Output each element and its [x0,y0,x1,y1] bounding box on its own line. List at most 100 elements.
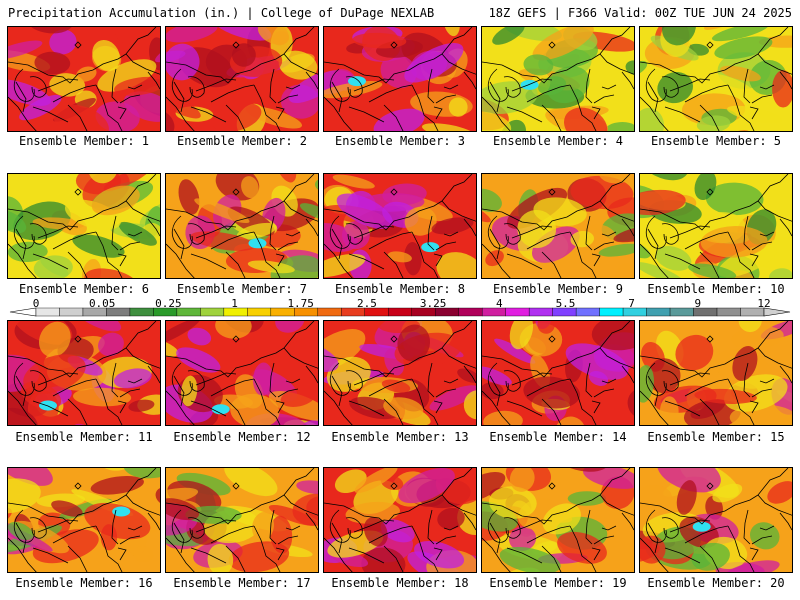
run-valid-time: 18Z GEFS | F366 Valid: 00Z TUE JUN 24 20… [488,6,792,20]
map-outlines [8,468,160,572]
precip-field [8,174,160,278]
ensemble-member-map [481,467,635,573]
precip-field [640,321,792,425]
precip-field [482,174,634,278]
ensemble-member-map [165,26,319,132]
ensemble-member-label: Ensemble Member: 19 [489,576,627,590]
map-title: Precipitation Accumulation (in.) | Colle… [8,6,435,20]
precip-field [640,27,792,131]
precip-field [640,468,792,572]
precip-field [640,174,792,278]
ensemble-member-label: Ensemble Member: 8 [334,282,466,296]
ensemble-member-label: Ensemble Member: 20 [647,576,785,590]
map-outlines [640,468,792,572]
map-outlines [324,321,476,425]
ensemble-member-map [7,173,161,279]
precip-field [8,27,160,131]
map-outlines [482,321,634,425]
ensemble-member-map [323,26,477,132]
map-outlines [324,27,476,131]
colorbar-tick-label: 0.05 [88,297,116,310]
map-outlines [166,27,318,131]
ensemble-member-map [481,173,635,279]
ensemble-member-label: Ensemble Member: 17 [173,576,311,590]
map-outlines [166,321,318,425]
ensemble-member-map [7,26,161,132]
ensemble-member-label: Ensemble Member: 15 [647,430,785,444]
colorbar-tick-label: 1.75 [287,297,314,310]
precip-field [324,27,476,131]
colorbar-swatch [247,307,272,317]
colorbar-tick-label: 5.5 [555,297,576,310]
precip-field [482,27,634,131]
map-outlines [640,174,792,278]
colorbar-tick-label: 0 [32,297,40,310]
colorbar-tick-label: 12 [757,297,771,310]
precip-field [482,321,634,425]
ensemble-member-map [639,26,793,132]
colorbar-swatch [317,307,342,317]
colorbar-swatch [200,307,225,317]
ensemble-member-label: Ensemble Member: 16 [15,576,153,590]
precip-colorbar [9,307,791,317]
ensemble-member-map [639,467,793,573]
map-outlines [166,174,318,278]
ensemble-member-map [323,320,477,426]
precip-field [482,468,634,572]
colorbar-tick-label: 7 [628,297,635,310]
map-outlines [482,174,634,278]
ensemble-member-label: Ensemble Member: 1 [18,134,150,148]
colorbar-tick-label: 3.25 [419,297,447,310]
colorbar-tick-label: 0.25 [155,297,182,310]
colorbar-swatch [599,307,624,317]
colorbar-swatch [458,307,483,317]
ensemble-member-label: Ensemble Member: 4 [492,134,624,148]
colorbar-swatch [528,307,553,317]
precip-field [166,174,318,278]
map-outlines [8,27,160,131]
map-outlines [324,468,476,572]
colorbar-swatch [388,307,412,317]
ensemble-member-label: Ensemble Member: 12 [173,430,311,444]
colorbar-swatch [129,307,154,317]
ensemble-member-label: Ensemble Member: 10 [647,282,785,296]
colorbar-swatch [716,307,741,317]
map-outlines [166,468,318,572]
ensemble-member-label: Ensemble Member: 6 [18,282,150,296]
colorbar-swatch [575,307,600,317]
colorbar-swatch [669,307,694,317]
ensemble-member-map [7,320,161,426]
colorbar-tick-label: 2.5 [356,297,377,310]
ensemble-member-label: Ensemble Member: 3 [334,134,466,148]
map-outlines [640,27,792,131]
colorbar-swatch [59,307,84,317]
ensemble-member-map [481,26,635,132]
ensemble-member-map [481,320,635,426]
ensemble-member-label: Ensemble Member: 7 [176,282,308,296]
precip-field [324,321,476,425]
colorbar-swatch [35,307,60,317]
colorbar-swatch [646,307,671,317]
map-outlines [482,27,634,131]
precip-field [8,468,160,572]
ensemble-member-map [323,467,477,573]
precip-field [324,468,476,572]
map-outlines [640,321,792,425]
ensemble-member-map [639,320,793,426]
ensemble-member-label: Ensemble Member: 11 [15,430,153,444]
map-outlines [324,174,476,278]
precip-field [8,321,160,425]
ensemble-member-map [7,467,161,573]
colorbar-tick-label: 1 [231,297,238,310]
colorbar-right-arrow [763,307,791,317]
colorbar-tick-label: 4 [495,297,503,310]
ensemble-member-map [639,173,793,279]
ensemble-member-map [165,467,319,573]
precip-field [166,468,318,572]
colorbar-swatch [505,307,530,317]
ensemble-member-label: Ensemble Member: 5 [650,134,782,148]
ensemble-member-label: Ensemble Member: 13 [331,430,469,444]
map-outlines [482,468,634,572]
ensemble-member-map [165,173,319,279]
precip-field [166,321,318,425]
